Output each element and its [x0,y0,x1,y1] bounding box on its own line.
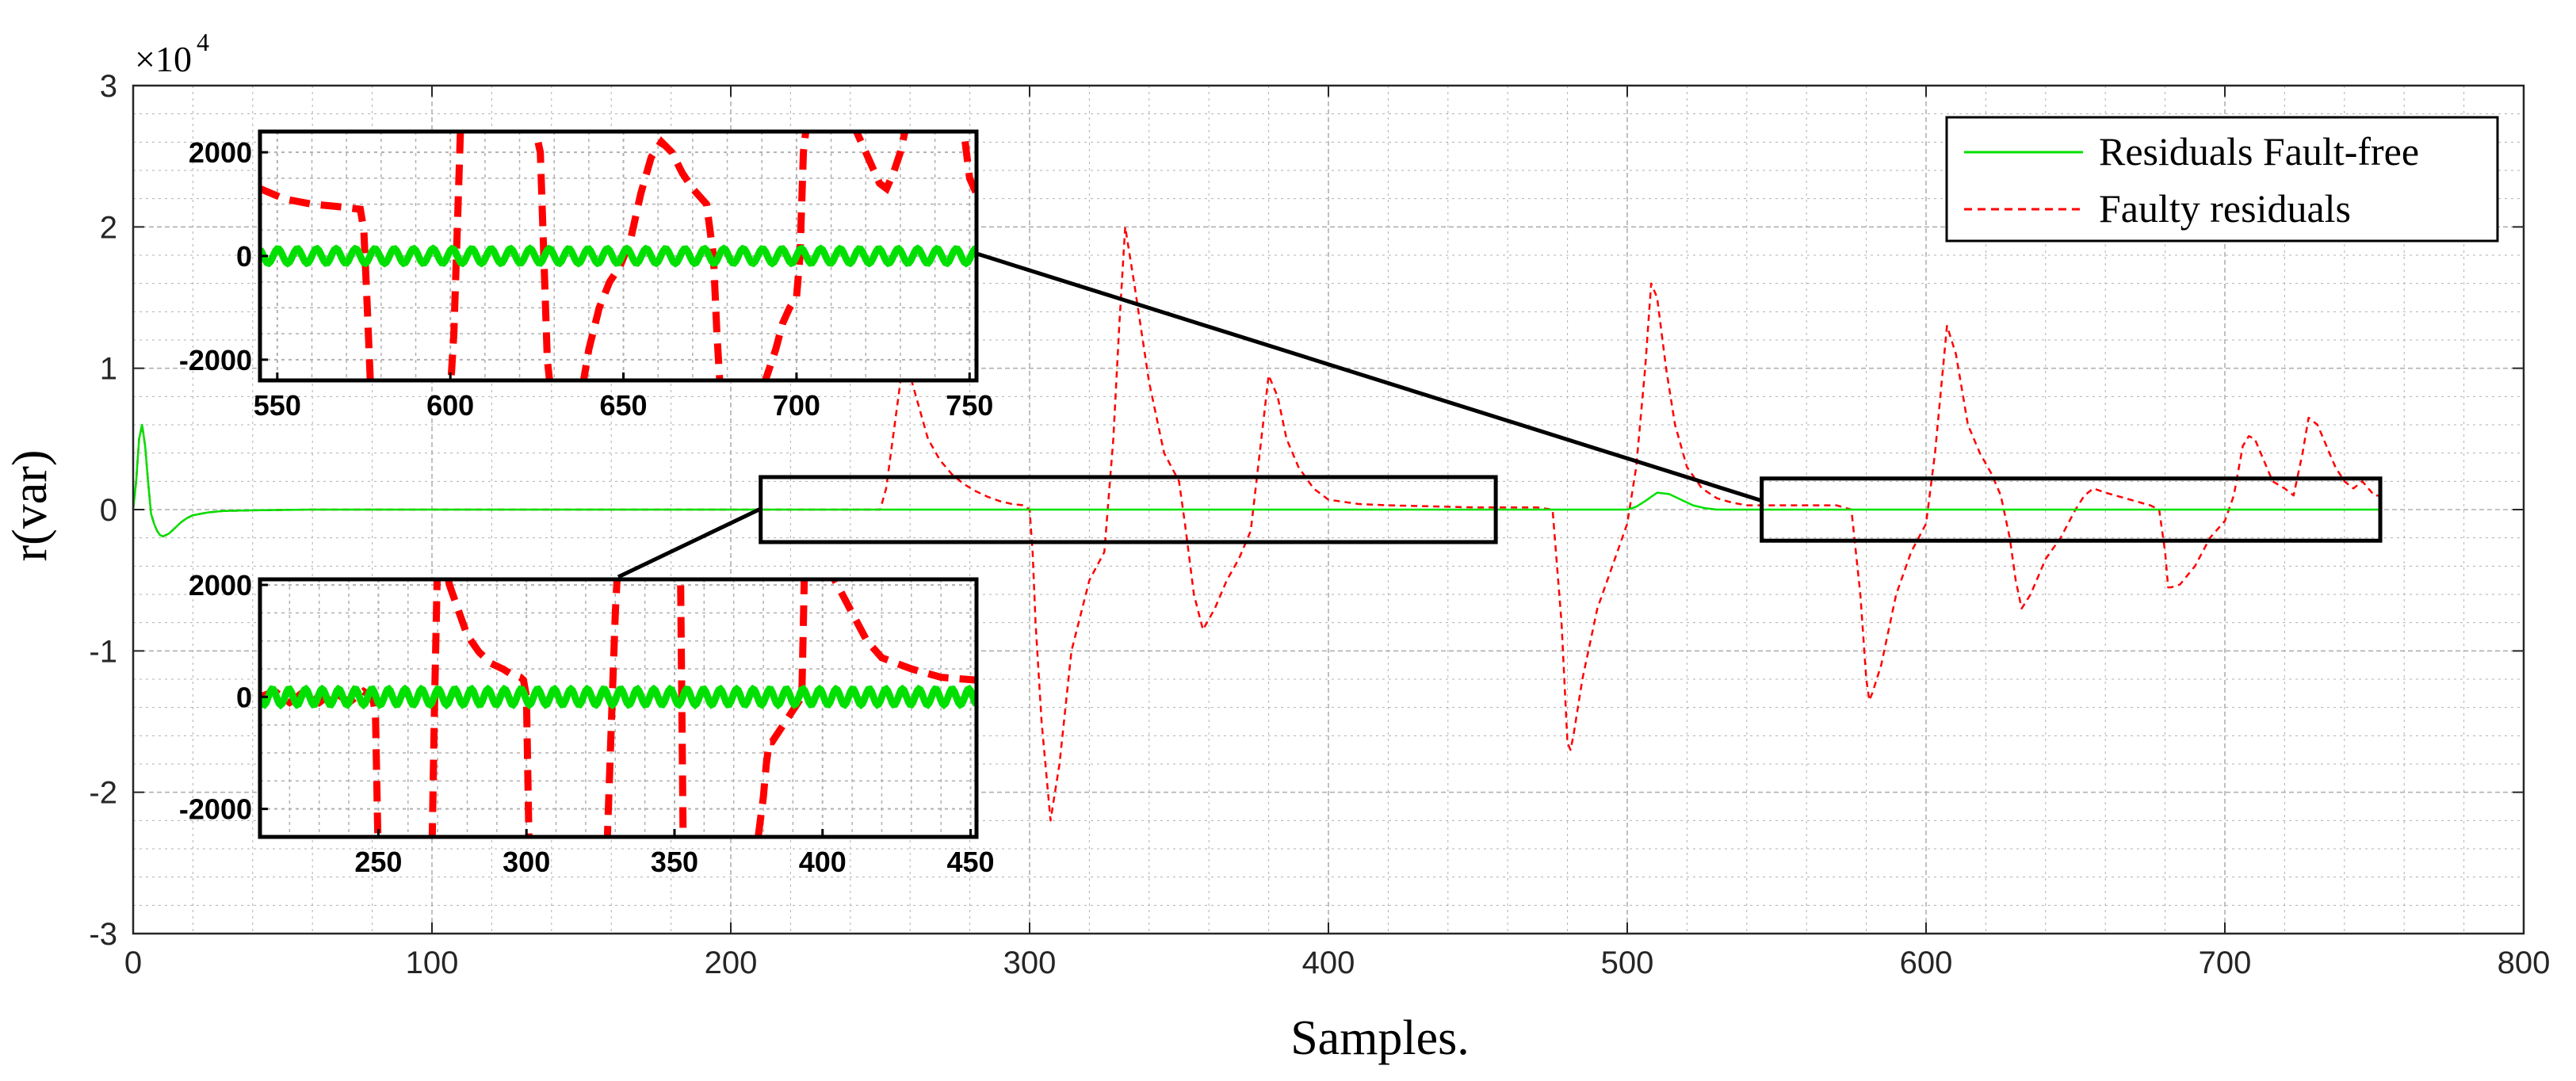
main-lines [132,226,2380,822]
inset-x-tick-label: 400 [799,846,847,878]
zoom-bottom-inset: 250 300 350 400 450 -2000 0 2000 [179,569,995,878]
connector-top [976,251,1763,503]
inset-x-tick-label: 350 [651,846,698,878]
zoom-bottom-faulty-line [260,579,977,837]
zoom-bottom-frame [258,577,979,839]
inset-x-tick-label: 450 [946,846,994,878]
legend-box [1945,116,2499,243]
zoom-top-inset: 550 600 650 700 750 -2000 0 2000 [179,129,993,422]
zoom-top-faulty-line [260,132,977,380]
y-axis-label: r(var) [3,449,57,561]
y-multiplier-exponent: 4 [197,28,209,56]
x-tick-label: 200 [705,945,758,980]
x-tick-label: 800 [2498,945,2551,980]
y-tick-label: 0 [100,493,117,528]
legend-label-faulty: Faulty residuals [2099,186,2351,231]
legend: Residuals Fault-free Faulty residuals [1945,116,2499,243]
inset-y-tick-label: 2000 [189,136,252,169]
y-tick-label: 1 [100,352,117,387]
x-tick-label: 500 [1601,945,1654,980]
x-tick-label: 300 [1003,945,1057,980]
inset-y-tick-label: -2000 [179,344,252,376]
x-tick-label: 100 [406,945,459,980]
zoom-bottom-fault-free-line [260,684,977,710]
inset-x-tick-label: 250 [354,846,402,878]
inset-y-tick-label: 2000 [189,569,252,602]
inset-x-tick-label: 650 [600,389,648,422]
series-fault-free-residuals [132,423,2380,538]
x-tick-label: 600 [1900,945,1953,980]
x-tick-label: 700 [2199,945,2252,980]
y-tick-label: -2 [89,776,117,811]
inset-x-tick-label: 550 [254,389,301,422]
y-tick-label: 2 [100,210,117,245]
legend-label-fault-free: Residuals Fault-free [2099,129,2419,174]
inset-x-tick-label: 600 [426,389,474,422]
y-multiplier: ×10 4 [135,28,209,79]
inset-plots: 550 600 650 700 750 -2000 0 2000 250 300 350 400 450… [179,129,995,878]
inset-x-tick-label: 750 [946,389,993,422]
y-multiplier-base: ×10 [135,39,192,79]
zoom-connector-lines [617,251,1763,579]
connector-bottom [617,506,762,579]
inset-x-tick-label: 300 [503,846,550,878]
x-tick-label: 0 [124,945,142,980]
y-tick-label: -1 [89,634,117,669]
y-tick-label: -3 [89,917,117,952]
zoom-top-fault-free-line [260,244,977,268]
inset-y-tick-label: -2000 [179,793,252,826]
inset-y-tick-label: 0 [236,240,252,273]
main-ticks: 0 100 200 300 400 500 600 700 800 -3 -2 -1 0 1 2 3 [89,69,2550,980]
inset-x-tick-label: 700 [773,389,820,422]
x-tick-label: 400 [1302,945,1355,980]
zoom-top-region-box [1760,476,2383,543]
x-axis-label: Samples. [1290,1011,1470,1065]
inset-y-tick-label: 0 [236,681,252,713]
y-tick-label: 3 [100,69,117,104]
